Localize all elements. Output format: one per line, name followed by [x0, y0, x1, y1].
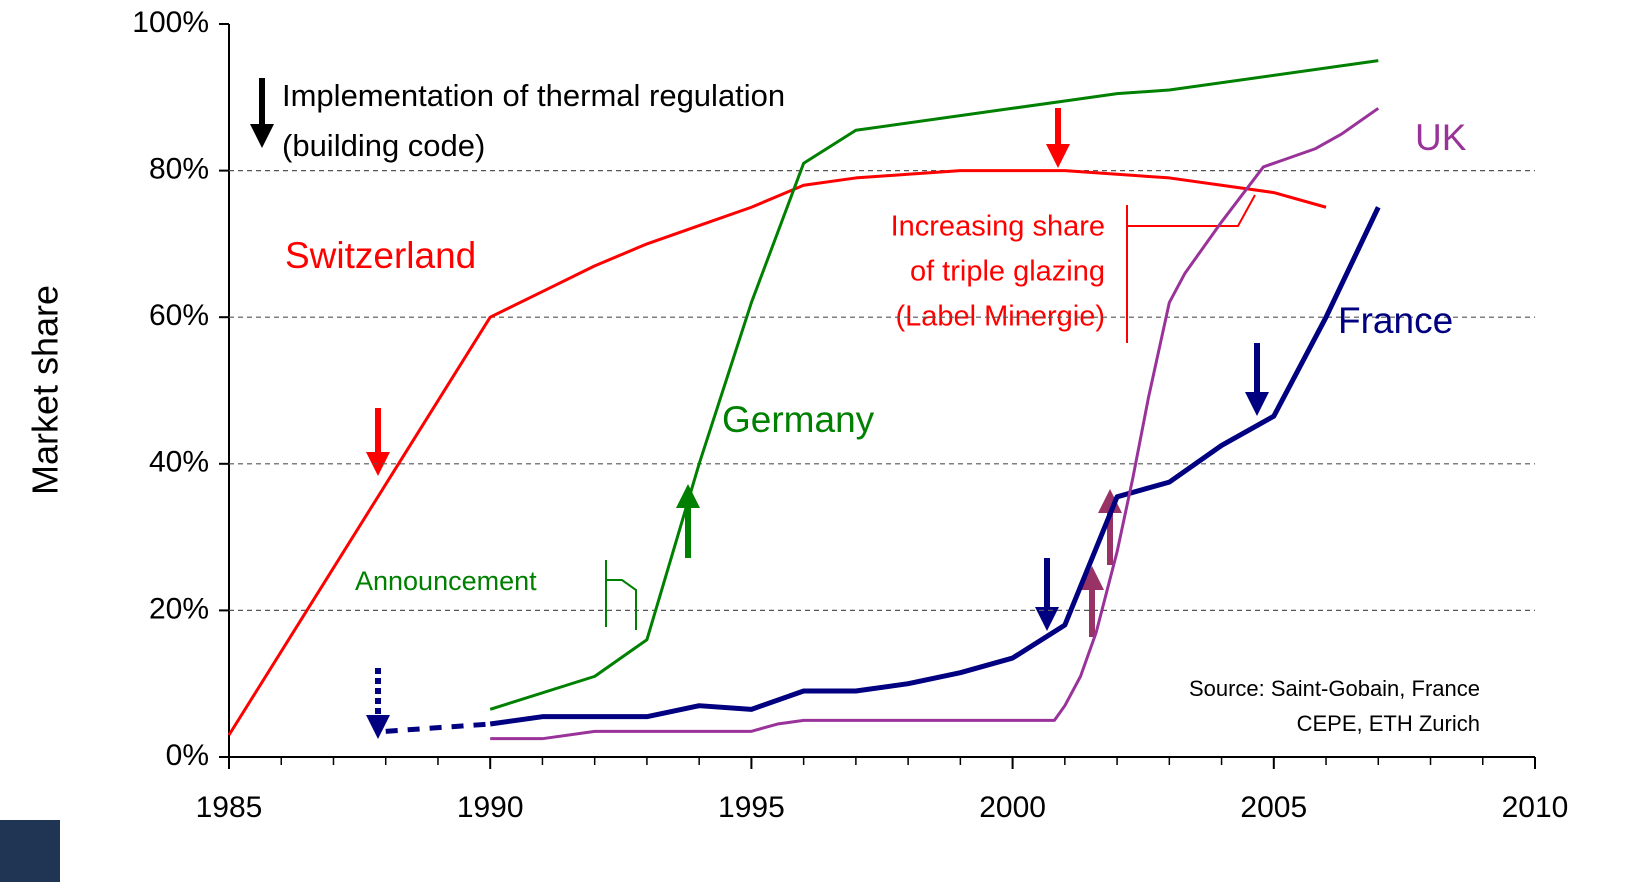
brackets — [605, 194, 1256, 630]
annotation: (building code) — [282, 128, 485, 163]
y-tick-label: 100% — [132, 6, 209, 39]
y-tick-label: 40% — [149, 446, 209, 479]
series-label: France — [1338, 300, 1453, 341]
y-tick-label: 20% — [149, 592, 209, 625]
annotation: Implementation of thermal regulation — [282, 78, 785, 113]
bracket — [1126, 194, 1256, 343]
corner-block — [0, 820, 60, 882]
x-tick-label: 1995 — [718, 791, 785, 824]
series-line — [385, 721, 491, 734]
annotation: Increasing share — [891, 211, 1105, 243]
y-axis-label: Market share — [25, 285, 66, 495]
series-line — [227, 169, 1327, 736]
source-note: CEPE, ETH Zurich — [1297, 711, 1480, 736]
series-label: Switzerland — [285, 235, 476, 276]
x-tick-label: 1990 — [457, 791, 524, 824]
bracket — [605, 560, 637, 630]
x-tick-label: 2000 — [979, 791, 1046, 824]
annotation: of triple glazing — [910, 256, 1105, 288]
y-tick-label: 60% — [149, 299, 209, 332]
x-tick-label: 2010 — [1502, 791, 1569, 824]
source-note: Source: Saint-Gobain, France — [1189, 676, 1480, 701]
y-tick-label: 80% — [149, 153, 209, 186]
series-line — [489, 206, 1381, 727]
x-tick-label: 1985 — [196, 791, 263, 824]
series-label: Germany — [722, 399, 875, 440]
x-tick-label: 2005 — [1240, 791, 1307, 824]
annotation-arrows — [250, 78, 1269, 739]
series-line — [490, 107, 1380, 741]
series-label: UK — [1415, 117, 1467, 158]
annotation: Announcement — [355, 566, 537, 596]
series-line — [489, 59, 1379, 711]
y-tick-label: 0% — [166, 739, 209, 772]
